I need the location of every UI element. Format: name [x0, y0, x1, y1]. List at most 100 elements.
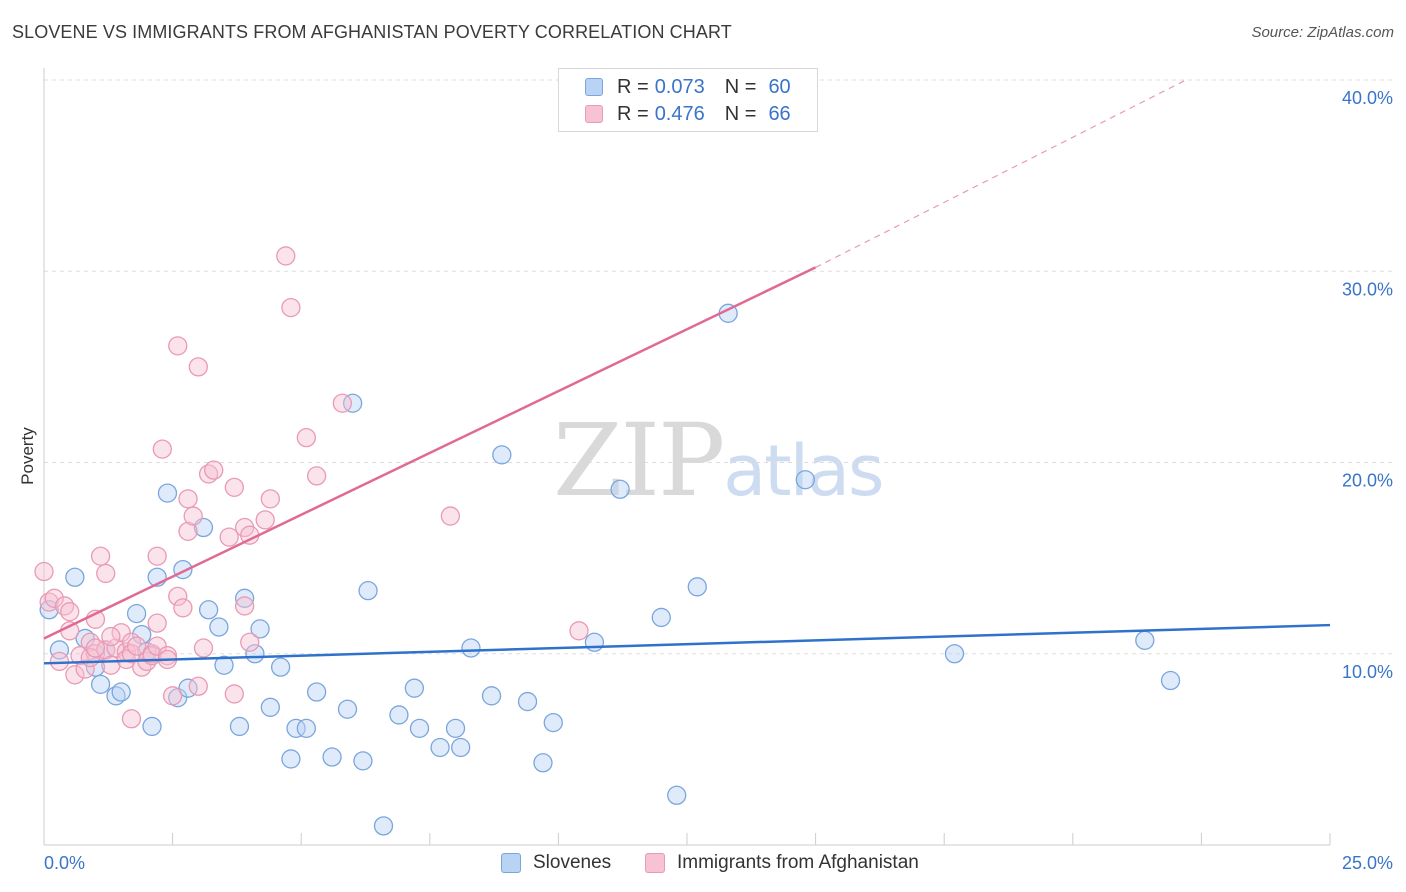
afghanistan-point-36 — [168, 336, 188, 356]
afghanistan-trend-line — [43, 266, 817, 640]
watermark-zip: ZIP — [553, 402, 725, 519]
afghanistan-point-55 — [281, 297, 301, 318]
y-tick-label-30: 30.0% — [1342, 279, 1393, 299]
slovenes-point-35 — [353, 751, 373, 771]
slovenes-point-2 — [65, 567, 85, 587]
chart-title: SLOVENE VS IMMIGRANTS FROM AFGHANISTAN P… — [12, 22, 732, 42]
afghanistan-point-56 — [296, 427, 316, 448]
slovenes-point-51 — [610, 479, 630, 499]
legend-n-label: N = — [724, 102, 757, 125]
afghanistan-point-39 — [178, 489, 198, 509]
afghanistan-point-7 — [65, 665, 85, 685]
afghanistan-point-44 — [204, 460, 224, 480]
afghanistan-point-49 — [234, 596, 255, 616]
slovenes-point-50 — [584, 632, 605, 652]
afghanistan-point-21 — [121, 632, 142, 652]
legend-r-value: 0.476 — [654, 102, 705, 125]
afghanistan-point-51 — [240, 632, 260, 652]
slovenes-point-23 — [234, 588, 255, 608]
afghanistan-point-37 — [173, 598, 193, 618]
afghanistan-point-41 — [188, 676, 208, 696]
slovenes-point-22 — [229, 716, 250, 737]
slovenes-point-49 — [543, 712, 563, 733]
afghanistan-point-30 — [147, 546, 167, 566]
afghanistan-point-2 — [44, 588, 64, 608]
stats-legend: R = 0.073 N = 60 R = 0.476 N = 66 — [558, 68, 818, 132]
slovenes-point-7 — [106, 686, 126, 706]
slovenes-point-47 — [517, 691, 538, 712]
grid-lines — [44, 79, 1393, 655]
slovenes-point-1 — [49, 640, 70, 660]
afghanistan-point-10 — [80, 632, 100, 652]
slovenes-point-9 — [126, 603, 147, 624]
slovenes-point-57 — [944, 644, 965, 664]
legend-row-afghanistan: R = 0.476 N = 66 — [585, 103, 791, 125]
slovenes-point-10 — [132, 624, 152, 645]
slovenes-point-52 — [651, 607, 671, 628]
slovenes-point-45 — [481, 686, 502, 706]
legend-swatch-afghanistan — [645, 853, 665, 873]
y-tick-label-20: 20.0% — [1342, 471, 1393, 491]
series-legend: Slovenes Immigrants from Afghanistan — [0, 852, 1406, 876]
slovenes-point-32 — [322, 747, 342, 767]
slovenes-point-43 — [451, 737, 471, 758]
slovenes-point-0 — [39, 600, 59, 620]
legend-label-slovenes: Slovenes — [533, 852, 612, 873]
slovenes-points — [39, 303, 1181, 836]
slovenes-point-14 — [157, 483, 178, 503]
slovenes-point-30 — [296, 718, 316, 738]
afghanistan-point-34 — [162, 686, 183, 706]
afghanistan-point-3 — [49, 651, 70, 672]
afghanistan-point-40 — [183, 506, 203, 526]
afghanistan-point-13 — [90, 546, 111, 566]
slovenes-point-39 — [404, 678, 425, 698]
legend-item-slovenes: Slovenes — [501, 852, 611, 874]
afghanistan-point-53 — [260, 489, 280, 509]
afghanistan-point-6 — [60, 602, 80, 622]
legend-swatch-slovenes — [501, 853, 521, 873]
afghanistan-point-31 — [147, 613, 167, 633]
slovenes-point-58 — [1135, 630, 1155, 651]
slovenes-trend-line — [43, 623, 1331, 665]
afghanistan-point-64 — [85, 638, 106, 658]
slovenes-point-12 — [142, 716, 162, 737]
slovenes-point-36 — [358, 580, 378, 601]
afghanistan-point-9 — [75, 659, 95, 679]
afghanistan-point-16 — [96, 563, 116, 584]
slovenes-point-31 — [306, 682, 327, 702]
slovenes-point-21 — [214, 655, 234, 675]
legend-n-value: 60 — [768, 75, 791, 98]
afghanistan-point-62 — [101, 626, 121, 647]
afghanistan-point-0 — [34, 561, 54, 582]
x-tick-label-min: 0.0% — [44, 853, 85, 873]
slovenes-point-26 — [260, 697, 280, 717]
legend-n-label: N = — [724, 75, 757, 98]
watermark: ZIPatlas — [553, 402, 884, 519]
afghanistan-point-43 — [198, 464, 219, 484]
slovenes-point-37 — [373, 816, 394, 836]
y-tick-label-10: 10.0% — [1342, 662, 1393, 682]
slovenes-point-8 — [111, 682, 131, 702]
y-tick-labels: 10.0% 20.0% 30.0% 40.0% — [1342, 88, 1393, 682]
slovenes-point-33 — [337, 699, 358, 719]
slovenes-point-40 — [409, 718, 430, 738]
afghanistan-point-59 — [440, 506, 461, 526]
afghanistan-point-5 — [60, 621, 80, 641]
y-axis-label: Poverty — [18, 427, 37, 485]
afghanistan-point-57 — [306, 466, 327, 486]
x-tick-label-max: 25.0% — [1342, 853, 1393, 873]
slovenes-point-29 — [286, 718, 306, 738]
afghanistan-point-4 — [54, 596, 75, 616]
afghanistan-point-29 — [121, 709, 142, 729]
legend-item-afghanistan: Immigrants from Afghanistan — [645, 852, 919, 874]
slovenes-point-53 — [667, 785, 687, 805]
afghanistan-points — [34, 246, 589, 729]
slovenes-point-27 — [270, 657, 291, 677]
afghanistan-point-58 — [332, 393, 353, 413]
afghanistan-point-63 — [193, 638, 214, 658]
legend-swatch-blue — [585, 78, 603, 96]
slovenes-point-44 — [461, 638, 481, 658]
afghanistan-point-42 — [188, 357, 208, 377]
afghanistan-point-52 — [255, 510, 275, 530]
